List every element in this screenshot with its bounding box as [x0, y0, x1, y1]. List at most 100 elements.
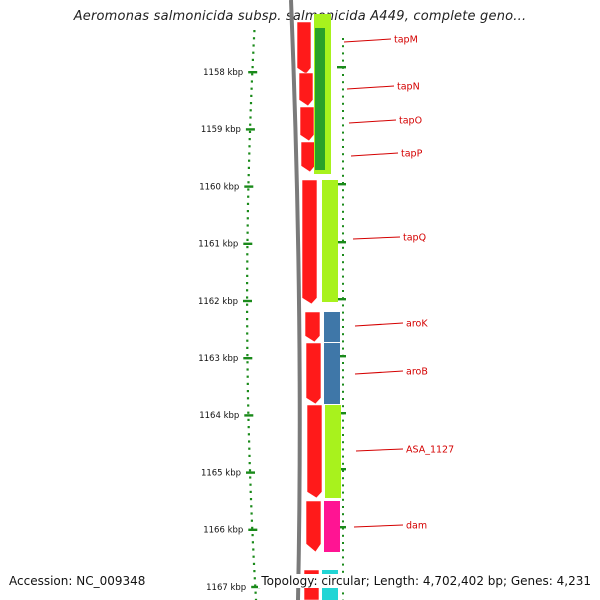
ruler-dot: [246, 325, 249, 328]
label-leader: [350, 152, 399, 157]
track-dot: [342, 383, 344, 386]
track-dot: [342, 542, 344, 544]
ruler-dot: [249, 490, 252, 493]
track-tick: [337, 355, 346, 358]
ruler-dot: [246, 397, 250, 400]
track-dot: [342, 124, 344, 127]
track-dot: [342, 470, 344, 472]
cds-arrow: [306, 404, 323, 499]
cds-arrow: [298, 72, 314, 107]
track-dot: [342, 102, 344, 105]
track-dot: [342, 369, 344, 372]
ruler-dot: [246, 217, 249, 220]
track-dot: [342, 426, 344, 429]
ruler-dot: [248, 130, 252, 133]
ruler-dot: [246, 318, 249, 321]
ruler-dot: [251, 58, 254, 61]
track-dot: [342, 549, 344, 552]
track-dot: [342, 174, 344, 177]
track-dot: [342, 311, 344, 314]
track-dot: [342, 556, 344, 559]
gene-label-tapp: tapP: [401, 149, 423, 160]
backbone-line: [289, 0, 302, 600]
track-dot: [342, 153, 344, 156]
track-dot: [342, 38, 344, 40]
gene-label-dam: dam: [406, 521, 427, 532]
ruler-dot: [248, 152, 251, 155]
track-dot: [342, 167, 344, 170]
track-dot: [342, 498, 344, 501]
ruler-dot: [246, 238, 249, 241]
track-dot: [342, 570, 344, 573]
ruler-tick: [248, 71, 258, 74]
label-leader: [354, 370, 404, 375]
cds-arrow: [296, 21, 312, 75]
track-dot: [342, 318, 344, 321]
ruler-dot: [250, 94, 253, 97]
ruler-dot: [246, 382, 249, 385]
ruler-label: 1167 kbp: [206, 583, 246, 593]
ruler-dot: [247, 166, 250, 169]
label-leader: [352, 236, 401, 240]
ruler-dot: [246, 390, 249, 393]
track-dot: [342, 290, 344, 292]
gene-label-tapq: tapQ: [403, 233, 426, 244]
ruler-dot: [246, 224, 249, 227]
ruler-label: 1158 kbp: [203, 68, 243, 78]
track-dot: [342, 254, 344, 256]
ruler-dot: [253, 30, 256, 33]
ruler-label: 1161 kbp: [198, 240, 238, 250]
ruler-dot: [248, 145, 251, 148]
track-dot: [342, 239, 344, 242]
track-dot: [342, 232, 344, 235]
gene-label-asa_1127: ASA_1127: [406, 445, 454, 456]
label-leader: [354, 322, 404, 327]
cds-arrow: [305, 342, 322, 405]
track-dot: [342, 95, 344, 98]
track-dot: [342, 347, 344, 350]
feature-tracks: [296, 14, 341, 600]
track-dot: [342, 484, 344, 487]
genome-summary: Topology: circular; Length: 4,702,402 bp…: [258, 574, 591, 588]
track-dot: [342, 376, 344, 379]
ruler-tick: [248, 528, 258, 531]
cds-arrow: [299, 106, 315, 142]
track-dot: [342, 74, 344, 76]
track-tick: [337, 298, 346, 301]
track-dot: [342, 117, 344, 120]
gene-block-aroB: [324, 343, 340, 404]
ruler-dot: [251, 66, 254, 69]
track-dot: [342, 434, 344, 436]
ruler-dot: [253, 570, 256, 573]
ruler-dot: [246, 231, 249, 234]
ruler-dot: [247, 418, 250, 421]
track-dot: [342, 52, 344, 55]
track-dot: [342, 275, 344, 278]
gene-block-dam: [324, 501, 340, 552]
ruler-dot: [248, 138, 251, 141]
cds-arrow: [300, 141, 316, 173]
ruler-dot: [246, 354, 249, 357]
ruler-dot: [249, 483, 252, 486]
ruler-dot: [246, 274, 249, 277]
ruler-dot: [250, 87, 253, 90]
ruler-dot: [252, 562, 256, 565]
ruler-dot: [247, 181, 250, 184]
ruler-dot: [248, 159, 251, 162]
ruler-dot: [249, 476, 252, 479]
ruler-dot: [248, 454, 251, 457]
ruler-dot: [249, 109, 252, 112]
track-dot: [342, 110, 344, 112]
label-leader: [355, 448, 404, 452]
track-dot: [342, 448, 344, 451]
track-dot: [342, 146, 344, 148]
ruler-label: 1159 kbp: [201, 125, 241, 135]
track-dot: [342, 246, 344, 249]
ruler-dot: [246, 210, 249, 213]
track-tick: [337, 526, 346, 529]
ruler-dot: [246, 267, 249, 270]
ruler-dot: [248, 447, 251, 450]
ruler-dot: [246, 310, 249, 313]
track-dot: [342, 506, 344, 508]
